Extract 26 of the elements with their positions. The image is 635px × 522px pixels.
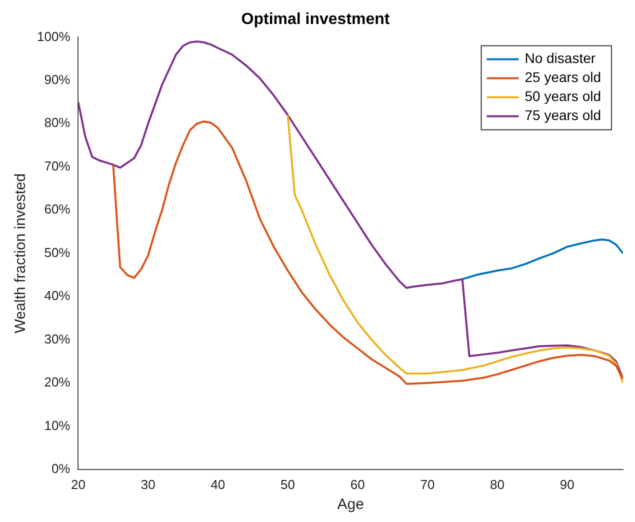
chart-title: Optimal investment xyxy=(241,11,390,28)
y-tick-label: 90% xyxy=(44,72,71,87)
y-tick-label: 20% xyxy=(44,374,71,390)
y-tick-label: 60% xyxy=(44,202,71,217)
x-tick-label: 40 xyxy=(210,476,226,492)
x-axis-title: Age xyxy=(337,496,364,514)
x-tick-label: 90 xyxy=(560,476,574,492)
y-tick-label: 50% xyxy=(44,244,71,260)
x-tick-label: 60 xyxy=(350,476,365,492)
y-tick-label: 30% xyxy=(44,331,71,346)
y-tick-label: 10% xyxy=(44,418,71,433)
x-tick-label: 30 xyxy=(140,476,156,492)
x-tick-label: 50 xyxy=(280,476,296,492)
y-tick-label: 100% xyxy=(37,28,71,44)
legend-label: No disaster xyxy=(524,50,596,66)
x-tick-label: 80 xyxy=(490,476,505,492)
legend-label: 50 years old xyxy=(524,88,602,104)
y-tick-label: 0% xyxy=(51,460,71,476)
y-tick-label: 80% xyxy=(44,115,71,130)
x-tick-label: 20 xyxy=(71,476,86,492)
x-tick-label: 70 xyxy=(420,476,435,492)
legend-label: 25 years old xyxy=(524,69,602,86)
y-tick-label: 40% xyxy=(44,288,71,304)
legend-label: 75 years old xyxy=(524,107,602,124)
y-axis-title: Wealth fraction invested xyxy=(12,173,30,334)
y-tick-label: 70% xyxy=(44,158,71,174)
